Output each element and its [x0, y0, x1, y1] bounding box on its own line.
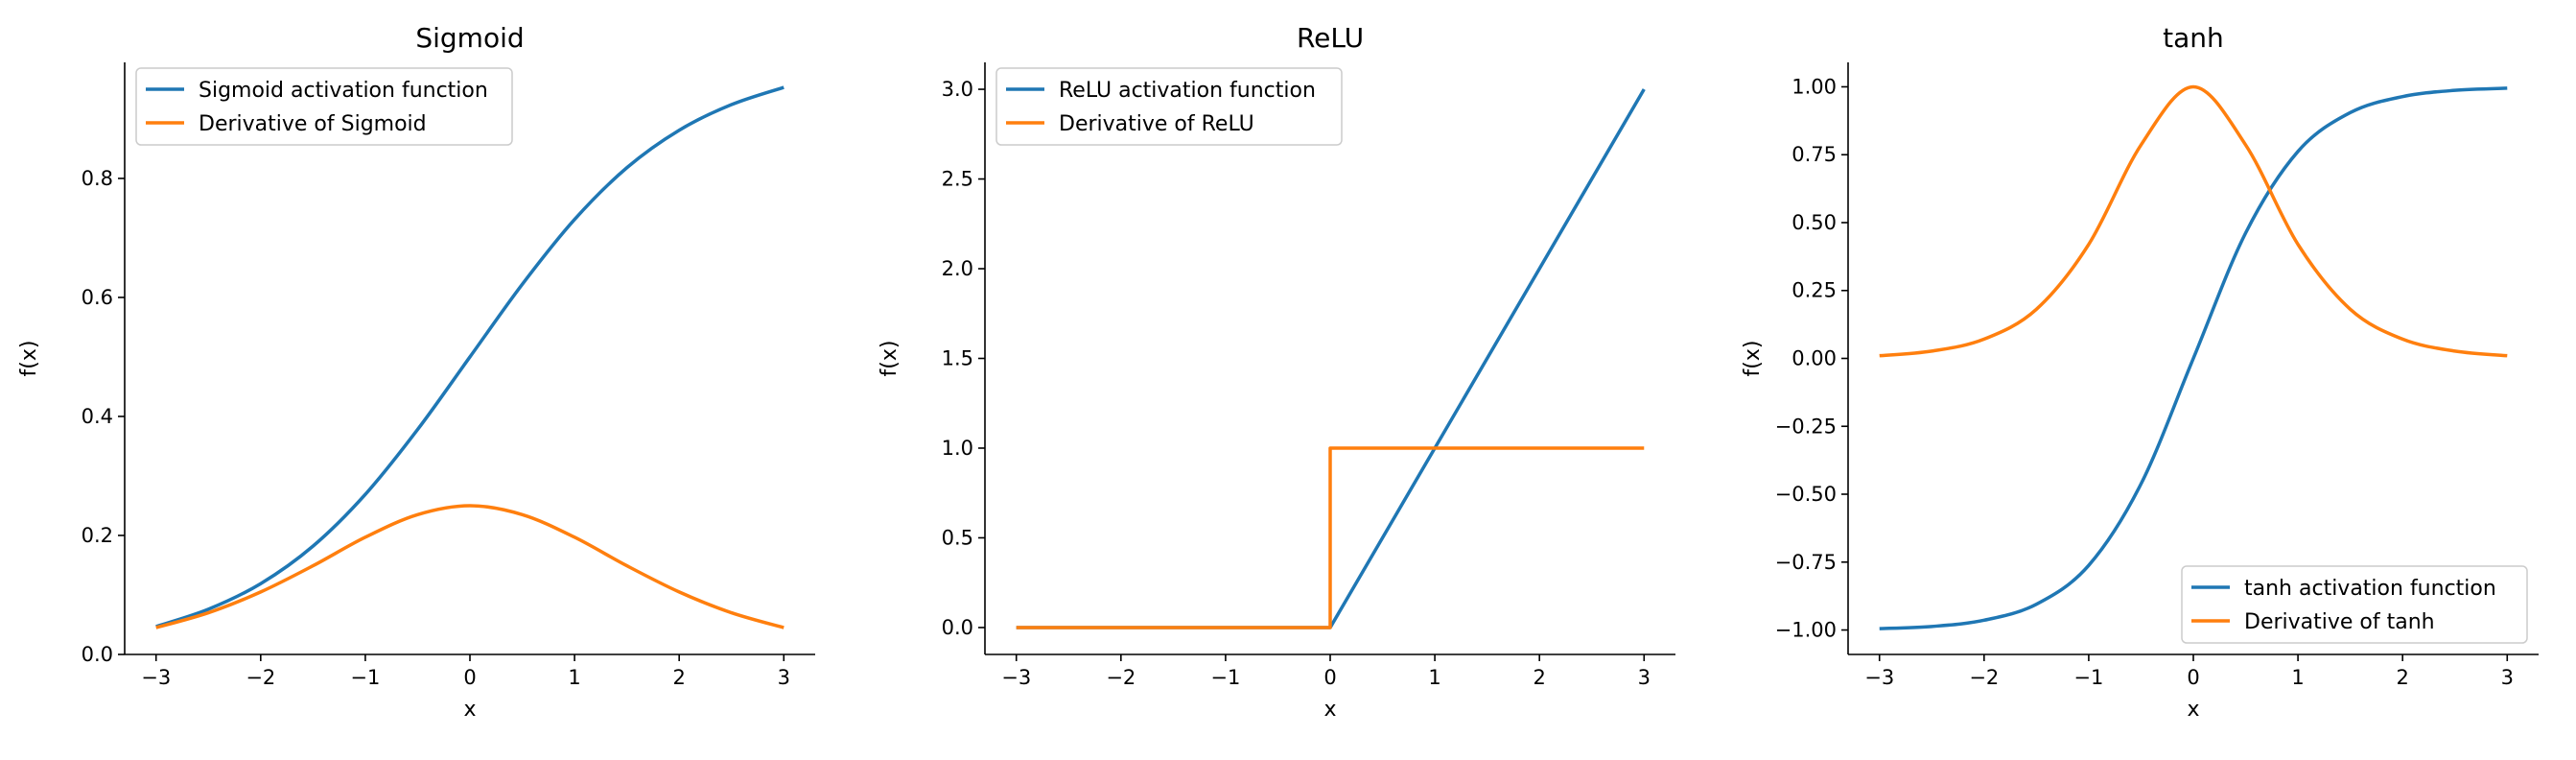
tanh-y-tick-label: 0.25 [1791, 279, 1837, 302]
tanh-y-tick-label: 0.50 [1791, 211, 1837, 234]
sigmoid-y-tick-label: 0.8 [82, 167, 113, 190]
tanh-x-tick-label: 3 [2501, 666, 2514, 689]
sigmoid-panel: Sigmoid −3 −2 −1 0 1 2 3 0.0 0.2 0.4 0.6 0.8 x f(x) Sig… [17, 22, 815, 722]
sigmoid-series-line-function [155, 85, 785, 629]
relu-y-tick-label: 2.5 [942, 168, 973, 191]
relu-y-axis-label: f(x) [878, 341, 902, 377]
relu-y-tick-label: 1.5 [942, 347, 973, 370]
tanh-x-tick-label: −3 [1864, 666, 1894, 689]
sigmoid-series-line-derivative [155, 504, 785, 629]
relu-x-tick-label: 0 [1323, 666, 1336, 689]
relu-legend: ReLU activation function Derivative of Re… [995, 67, 1343, 146]
tanh-y-axis-label: f(x) [1741, 341, 1765, 377]
sigmoid-x-tick-label: 0 [463, 666, 476, 689]
relu-x-tick-label: 2 [1533, 666, 1545, 689]
tanh-title: tanh [2163, 22, 2224, 54]
relu-x-tick-label: −3 [1001, 666, 1031, 689]
relu-x-tick-label: −1 [1210, 666, 1240, 689]
tanh-legend-entry: Derivative of tanh [2244, 610, 2435, 634]
tanh-legend-box [2181, 565, 2528, 644]
tanh-y-tick-label: −0.75 [1775, 551, 1837, 574]
sigmoid-legend-box [135, 67, 513, 146]
sigmoid-x-tick-label: −3 [141, 666, 171, 689]
tanh-series-line-function [1879, 86, 2508, 630]
tanh-x-tick-label: −1 [2073, 666, 2103, 689]
tanh-x-axis-label: x [2187, 698, 2199, 722]
sigmoid-legend-entry: Derivative of Sigmoid [199, 112, 427, 136]
sigmoid-x-tick-label: 2 [672, 666, 685, 689]
tanh-panel: tanh −3 −2 −1 0 1 2 3 −1.00 −0.75 −0.50 −0.25 0.00 0.… [1741, 22, 2539, 722]
relu-legend-entry: Derivative of ReLU [1059, 112, 1254, 136]
tanh-x-tick-label: 1 [2291, 666, 2304, 689]
relu-y-tick-label: 2.0 [942, 257, 973, 280]
relu-x-tick-label: −2 [1106, 666, 1136, 689]
sigmoid-y-tick-label: 0.0 [82, 643, 113, 666]
sigmoid-y-tick-label: 0.2 [82, 524, 113, 547]
relu-x-axis-label: x [1323, 698, 1336, 722]
relu-title: ReLU [1297, 22, 1364, 54]
relu-y-tick-label: 3.0 [942, 78, 973, 101]
sigmoid-x-tick-label: −1 [350, 666, 380, 689]
sigmoid-legend-entry: Sigmoid activation function [199, 79, 488, 103]
tanh-y-tick-label: −0.25 [1775, 415, 1837, 438]
tanh-x-tick-label: 0 [2187, 666, 2199, 689]
sigmoid-x-tick-label: −2 [246, 666, 275, 689]
tanh-legend-entry: tanh activation function [2244, 577, 2496, 601]
sigmoid-x-axis-label: x [463, 698, 476, 722]
relu-legend-box [995, 67, 1343, 146]
relu-y-tick-label: 1.0 [942, 437, 973, 460]
sigmoid-y-axis-label: f(x) [17, 341, 41, 377]
sigmoid-title: Sigmoid [415, 22, 524, 54]
tanh-y-tick-label: 1.00 [1791, 75, 1837, 98]
sigmoid-x-tick-label: 3 [778, 666, 790, 689]
relu-y-tick-label: 0.5 [942, 526, 973, 549]
tanh-legend: tanh activation function Derivative of ta… [2181, 565, 2528, 644]
relu-y-tick-label: 0.0 [942, 616, 973, 639]
tanh-y-tick-label: −1.00 [1775, 619, 1837, 642]
sigmoid-legend: Sigmoid activation function Derivative of… [135, 67, 513, 146]
sigmoid-y-tick-label: 0.4 [82, 405, 113, 428]
tanh-y-tick-label: 0.75 [1791, 143, 1837, 166]
relu-x-tick-label: 1 [1428, 666, 1440, 689]
tanh-series-line-derivative [1879, 84, 2508, 358]
sigmoid-y-tick-label: 0.6 [82, 286, 113, 309]
sigmoid-x-tick-label: 1 [568, 666, 580, 689]
relu-x-tick-label: 3 [1638, 666, 1651, 689]
tanh-x-tick-label: 2 [2396, 666, 2408, 689]
relu-panel: ReLU −3 −2 −1 0 1 2 3 0.0 0.5 1.0 1.5 2.0 2.5 3.0 x f(x)… [878, 22, 1675, 722]
relu-series-line-derivative [1016, 446, 1645, 629]
tanh-y-tick-label: −0.50 [1775, 483, 1837, 506]
tanh-x-tick-label: −2 [1969, 666, 1999, 689]
relu-legend-entry: ReLU activation function [1059, 79, 1316, 103]
tanh-y-tick-label: 0.00 [1791, 347, 1837, 370]
